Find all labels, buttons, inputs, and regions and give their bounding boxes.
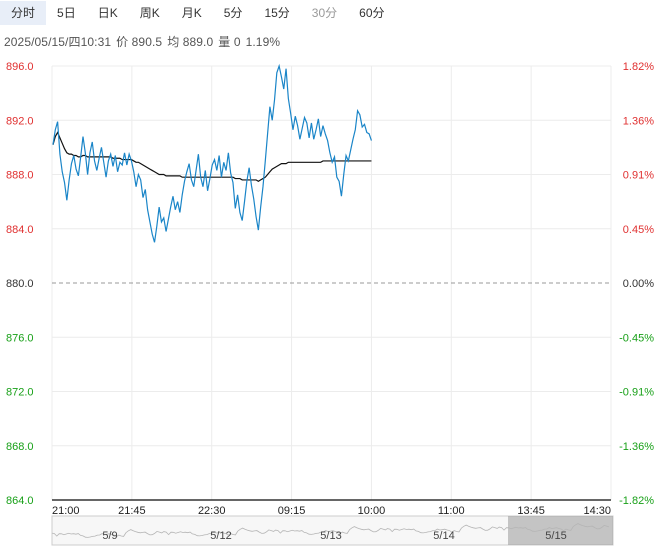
- x-tick-label: 13:45: [517, 505, 545, 517]
- chart-grid: [51, 65, 612, 501]
- price-line: [52, 63, 372, 243]
- y-tick-label-percent: 0.91%: [623, 170, 654, 182]
- y-tick-label-percent: 0.45%: [623, 224, 654, 236]
- y-tick-label-price: 872.0: [6, 387, 34, 399]
- x-tick-label: 11:00: [438, 505, 465, 517]
- tab-60min[interactable]: 60分: [359, 6, 385, 20]
- quote-change: 1.19%: [245, 35, 281, 49]
- y-tick-label-percent: -0.91%: [619, 387, 654, 399]
- tab-monthly-k[interactable]: 月K: [181, 6, 202, 20]
- y-tick-label-percent: -1.36%: [619, 441, 654, 453]
- y-tick-label-price: 884.0: [6, 224, 34, 236]
- x-tick-label: 09:15: [278, 505, 306, 517]
- x-tick-label: 14:30: [583, 505, 611, 517]
- y-tick-label-price: 864.0: [6, 495, 34, 507]
- navigator-date-label: 5/9: [102, 530, 117, 542]
- y-tick-label-price: 888.0: [6, 170, 34, 182]
- x-tick-label: 22:30: [198, 505, 226, 517]
- x-tick-label: 21:45: [118, 505, 146, 517]
- tab-15min[interactable]: 15分: [264, 6, 290, 20]
- quote-average: 均 889.0: [167, 35, 214, 49]
- x-tick-label: 10:00: [358, 505, 386, 517]
- quote-info-bar: 2025/05/15/四10:31 价 890.5 均 889.0 量 0 1.19%: [4, 33, 285, 50]
- y-tick-label-price: 876.0: [6, 332, 34, 344]
- quote-datetime: 2025/05/15/四10:31: [4, 35, 112, 49]
- navigator-date-label: 5/12: [210, 530, 231, 542]
- tab-weekly-k[interactable]: 周K: [139, 6, 160, 20]
- tab-intraday[interactable]: 分时: [0, 1, 47, 25]
- y-tick-label-percent: 1.82%: [623, 61, 654, 73]
- y-tick-label-price: 896.0: [6, 61, 34, 73]
- navigator-date-label: 5/13: [320, 530, 341, 542]
- y-axis-percent: 1.82% 1.36% 0.91% 0.45% 0.00% -0.45% -0.91% -1.…: [619, 61, 654, 507]
- navigator-date-label: 5/14: [433, 530, 454, 542]
- y-tick-label-percent: -0.45%: [619, 332, 654, 344]
- tab-daily-k[interactable]: 日K: [97, 6, 118, 20]
- y-tick-label-price: 892.0: [6, 115, 34, 127]
- y-axis-price: 896.0 892.0 888.0 884.0 880.0 876.0 872.0 868.0…: [6, 61, 34, 507]
- y-tick-label-percent: 0.00%: [623, 278, 654, 290]
- tab-5day[interactable]: 5日: [57, 6, 76, 20]
- y-tick-label-percent: 1.36%: [623, 115, 654, 127]
- y-tick-label-price: 880.0: [6, 278, 34, 290]
- navigator-trace: [51, 523, 610, 538]
- time-navigator[interactable]: 5/9 5/12 5/13 5/14 5/15: [51, 515, 614, 546]
- y-tick-label-price: 868.0: [6, 441, 34, 453]
- navigator-date-label: 5/15: [545, 530, 566, 542]
- x-tick-label: 21:00: [52, 505, 80, 517]
- period-tabs: 分时 5日 日K 周K 月K 5分 15分 30分 60分: [0, 0, 659, 26]
- average-price-line: [52, 131, 372, 182]
- quote-price: 价 890.5: [116, 35, 163, 49]
- navigator-selected-window: [508, 516, 613, 545]
- tab-5min[interactable]: 5分: [223, 6, 243, 20]
- y-tick-label-percent: -1.82%: [619, 495, 654, 507]
- x-axis-time: 21:00 21:45 22:30 09:15 10:00 11:00 13:45 14:30: [52, 505, 611, 517]
- tab-30min[interactable]: 30分: [311, 6, 338, 20]
- quote-volume: 量 0: [218, 35, 241, 49]
